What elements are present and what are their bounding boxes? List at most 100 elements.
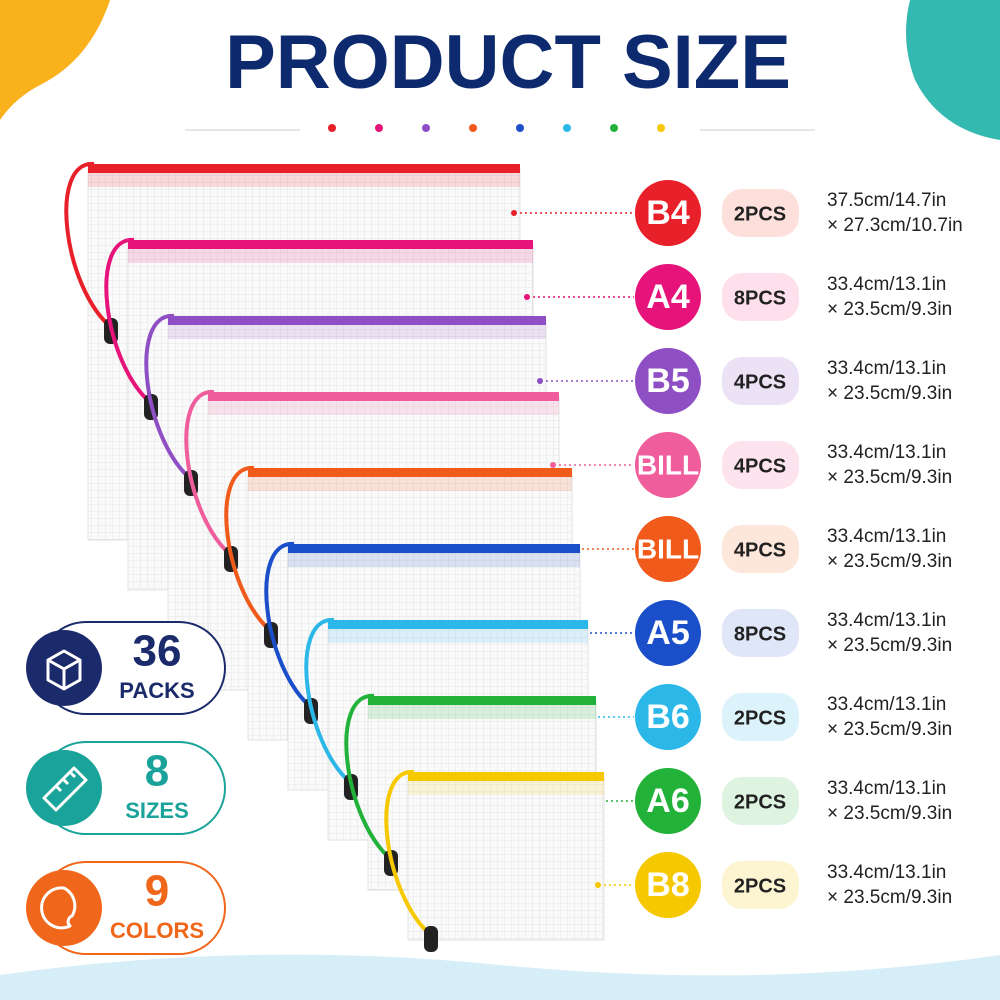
pcs-label: 2PCS bbox=[734, 707, 786, 729]
zipper-pull bbox=[424, 926, 438, 952]
bag-band bbox=[88, 173, 520, 187]
badge-label: SIZES bbox=[125, 798, 189, 823]
pcs-pill bbox=[722, 609, 799, 657]
pcs-label: 2PCS bbox=[734, 875, 786, 897]
bag-band bbox=[328, 629, 588, 643]
size-label: BILL bbox=[637, 449, 699, 480]
pcs-pill bbox=[722, 525, 799, 573]
badge-number: 9 bbox=[145, 867, 169, 916]
pcs-label: 4PCS bbox=[734, 371, 786, 393]
zipper-cord bbox=[184, 389, 234, 558]
badge-number: 8 bbox=[145, 747, 169, 796]
badge-label: COLORS bbox=[110, 918, 204, 943]
bag bbox=[407, 775, 605, 941]
size-circle bbox=[635, 432, 701, 498]
zipper-cord bbox=[144, 313, 194, 482]
bag-zipper bbox=[128, 240, 533, 249]
dimension: 33.4cm/13.1in bbox=[827, 778, 946, 799]
bag-zipper bbox=[208, 392, 559, 401]
size-label: B8 bbox=[646, 866, 689, 904]
dimension: × 23.5cm/9.3in bbox=[827, 299, 952, 320]
zipper-cord bbox=[384, 769, 434, 938]
pointer-dot bbox=[595, 882, 601, 888]
bag-band bbox=[368, 705, 596, 719]
bag-zipper bbox=[88, 164, 520, 173]
dimension: 33.4cm/13.1in bbox=[827, 862, 946, 883]
title-dot bbox=[657, 124, 665, 132]
bag-band bbox=[208, 401, 559, 415]
pcs-pill bbox=[722, 189, 799, 237]
bag-band bbox=[168, 325, 546, 339]
dimension: 33.4cm/13.1in bbox=[827, 526, 946, 547]
zipper-cord bbox=[224, 465, 274, 634]
dimension: 37.5cm/14.7in bbox=[827, 190, 946, 211]
pcs-pill bbox=[722, 273, 799, 321]
size-circle bbox=[635, 852, 701, 918]
bag-band bbox=[128, 249, 533, 263]
size-label: A5 bbox=[646, 614, 689, 652]
pointer-dot bbox=[511, 210, 517, 216]
zipper-cord bbox=[264, 541, 314, 710]
pcs-pill bbox=[722, 861, 799, 909]
pcs-label: 2PCS bbox=[734, 791, 786, 813]
badge-icon bbox=[46, 649, 82, 691]
pcs-label: 8PCS bbox=[734, 287, 786, 309]
pointer-dot bbox=[537, 378, 543, 384]
bag-zipper bbox=[368, 696, 596, 705]
bag-band bbox=[248, 477, 572, 491]
title-dot bbox=[563, 124, 571, 132]
zipper-cord bbox=[104, 237, 154, 406]
pcs-pill bbox=[722, 777, 799, 825]
badge-icon bbox=[42, 766, 88, 812]
bag-zipper bbox=[288, 544, 580, 553]
bag-zipper bbox=[248, 468, 572, 477]
dimension: × 23.5cm/9.3in bbox=[827, 383, 952, 404]
badge-label: PACKS bbox=[119, 678, 194, 703]
bag-zipper bbox=[408, 772, 604, 781]
zipper-cord bbox=[304, 617, 354, 786]
pcs-pill bbox=[722, 357, 799, 405]
size-circle bbox=[635, 264, 701, 330]
dimension: × 23.5cm/9.3in bbox=[827, 887, 952, 908]
dimension: × 23.5cm/9.3in bbox=[827, 467, 952, 488]
title-dot bbox=[328, 124, 336, 132]
wave-decoration bbox=[0, 954, 1000, 1000]
zipper-cord bbox=[344, 693, 394, 862]
size-circle bbox=[635, 684, 701, 750]
pcs-pill bbox=[722, 441, 799, 489]
dimension: 33.4cm/13.1in bbox=[827, 274, 946, 295]
pcs-label: 4PCS bbox=[734, 539, 786, 561]
size-circle bbox=[635, 600, 701, 666]
zipper-cord bbox=[64, 161, 114, 330]
bag-band bbox=[288, 553, 580, 567]
dimension: × 23.5cm/9.3in bbox=[827, 551, 952, 572]
size-label: B6 bbox=[646, 698, 689, 736]
badge-icon-bg bbox=[26, 870, 102, 946]
bag-band bbox=[408, 781, 604, 795]
dimension: 33.4cm/13.1in bbox=[827, 610, 946, 631]
title: PRODUCT SIZE bbox=[225, 20, 791, 105]
pointer-dot bbox=[550, 462, 556, 468]
pointer-dot bbox=[524, 294, 530, 300]
size-circle bbox=[635, 516, 701, 582]
size-label: A4 bbox=[646, 278, 690, 316]
corner-decoration bbox=[906, 0, 1000, 140]
badge-icon-bg bbox=[26, 750, 102, 826]
size-label: B4 bbox=[646, 194, 690, 232]
bag-zipper bbox=[168, 316, 546, 325]
corner-decoration bbox=[0, 0, 110, 120]
size-circle bbox=[635, 348, 701, 414]
title-dot bbox=[516, 124, 524, 132]
dimension: × 27.3cm/10.7in bbox=[827, 215, 963, 236]
size-label: A6 bbox=[646, 782, 689, 820]
dimension: 33.4cm/13.1in bbox=[827, 358, 946, 379]
title-dot bbox=[422, 124, 430, 132]
dimension: × 23.5cm/9.3in bbox=[827, 635, 952, 656]
title-dot bbox=[610, 124, 618, 132]
dimension: 33.4cm/13.1in bbox=[827, 694, 946, 715]
pcs-label: 8PCS bbox=[734, 623, 786, 645]
badge-number: 36 bbox=[133, 627, 182, 676]
dimension: × 23.5cm/9.3in bbox=[827, 719, 952, 740]
bag-zipper bbox=[328, 620, 588, 629]
